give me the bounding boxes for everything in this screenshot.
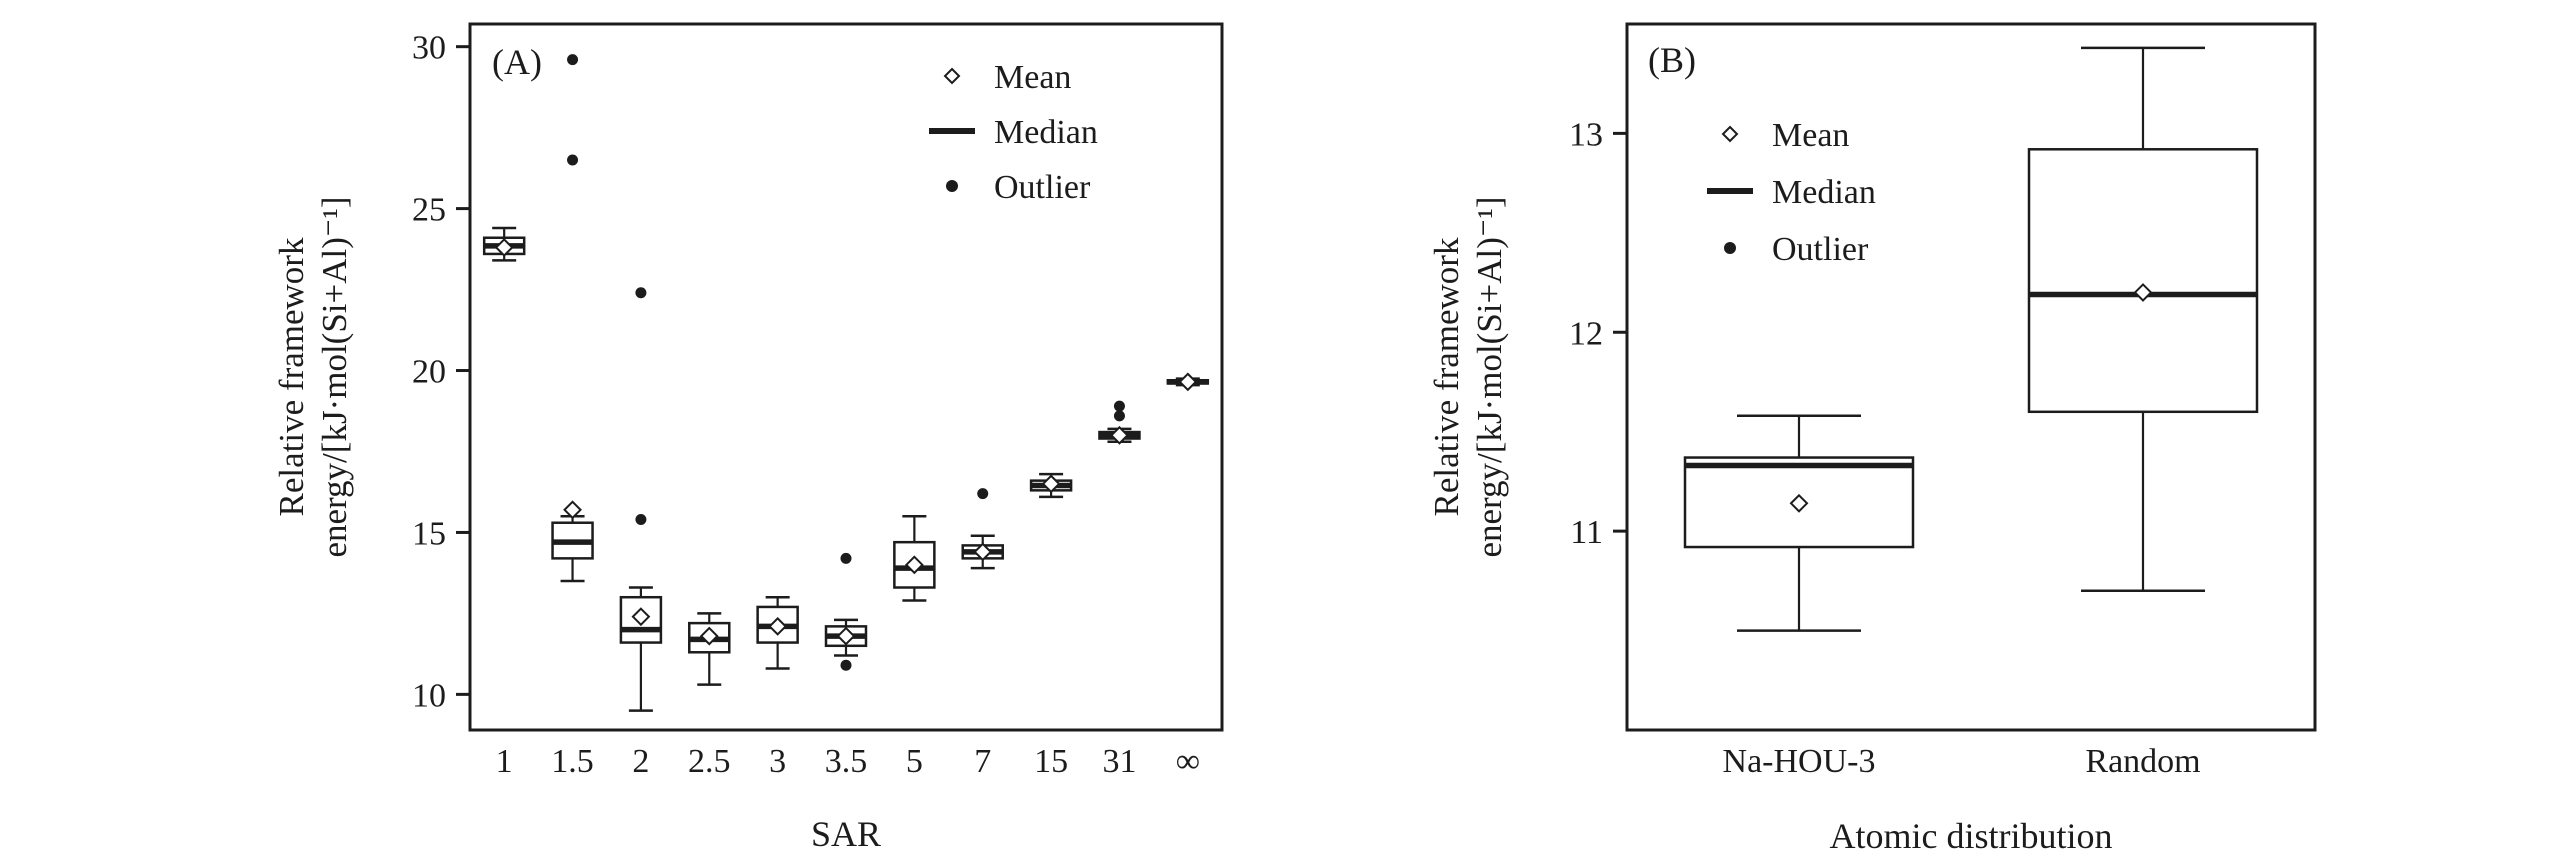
mean-marker [1789, 493, 1809, 513]
outlier-marker [840, 552, 852, 564]
x-tick-label: 15 [1034, 743, 1068, 780]
mean-marker [563, 500, 582, 520]
outlier-marker [567, 54, 579, 66]
y-tick-label: 10 [412, 677, 446, 714]
panel-label: (A) [492, 42, 542, 82]
legend-mean-marker [943, 67, 961, 85]
legend-label: Mean [1772, 117, 1849, 154]
x-tick-label: 2 [632, 743, 649, 780]
plot-frame [468, 22, 1224, 732]
outlier-marker [977, 488, 989, 500]
mean-marker [904, 555, 924, 575]
x-tick-label: 2.5 [688, 743, 731, 780]
outlier-marker [635, 513, 647, 525]
y-axis-title: Relative framework [1427, 237, 1466, 516]
outlier-marker [635, 287, 647, 299]
y-tick-label: 30 [412, 30, 446, 67]
y-tick-label: 12 [1569, 315, 1603, 352]
x-tick-label: ∞ [1176, 743, 1200, 780]
legend-label: Outlier [994, 169, 1091, 206]
mean-marker [1178, 372, 1198, 392]
legend-label: Mean [994, 59, 1071, 96]
y-axis-title: energy/[kJ·mol(Si+Al)⁻¹] [315, 196, 354, 557]
y-tick-label: 11 [1570, 514, 1603, 551]
legend-outlier-marker [946, 180, 958, 192]
outlier-marker [567, 154, 579, 166]
outlier-marker [840, 659, 852, 671]
mean-marker [1041, 474, 1061, 494]
x-tick-label: 7 [974, 743, 991, 780]
y-tick-label: 13 [1569, 116, 1603, 153]
mean-marker [631, 607, 651, 627]
legend-outlier-marker [1724, 242, 1736, 254]
y-axis-title: energy/[kJ·mol(Si+Al)⁻¹] [1470, 196, 1509, 557]
mean-marker [768, 616, 788, 636]
y-axis-title: Relative framework [272, 237, 311, 516]
x-tick-label: 1.5 [551, 743, 594, 780]
mean-marker [836, 626, 856, 646]
y-tick-label: 25 [412, 192, 446, 229]
x-tick-label: Random [2085, 743, 2200, 780]
mean-marker [494, 238, 514, 257]
x-tick-label: 3.5 [825, 743, 868, 780]
x-tick-label: 1 [496, 743, 513, 780]
panel-b: 11 12 13 Na-HOU-3 Random Atomic distribution R… [1427, 22, 2317, 856]
mean-marker [2133, 283, 2153, 302]
iqr-box [2027, 148, 2259, 414]
panel-a: 10 15 20 25 30 1 1.5 2 2.5 3 3.5 5 7 15 31 ∞ SAR Relative… [272, 22, 1224, 854]
x-tick-label: 5 [906, 743, 923, 780]
legend-label: Median [1772, 174, 1876, 211]
x-axis-title: SAR [811, 814, 881, 854]
outlier-marker [1113, 400, 1125, 412]
x-tick-label: Na-HOU-3 [1723, 743, 1876, 780]
legend-mean-marker [1721, 125, 1739, 143]
outlier-marker [1113, 410, 1125, 422]
x-axis-title: Atomic distribution [1830, 816, 2113, 856]
legend-label: Outlier [1772, 231, 1869, 268]
mean-marker [699, 626, 719, 646]
panel-label: (B) [1648, 40, 1696, 80]
legend-label: Median [994, 114, 1098, 151]
mean-marker [1110, 425, 1129, 445]
y-tick-label: 15 [412, 515, 446, 552]
mean-marker [973, 542, 993, 562]
plot-frame [1625, 22, 2317, 732]
y-tick-label: 20 [412, 354, 446, 391]
x-tick-label: 3 [769, 743, 786, 780]
x-tick-label: 31 [1102, 743, 1136, 780]
